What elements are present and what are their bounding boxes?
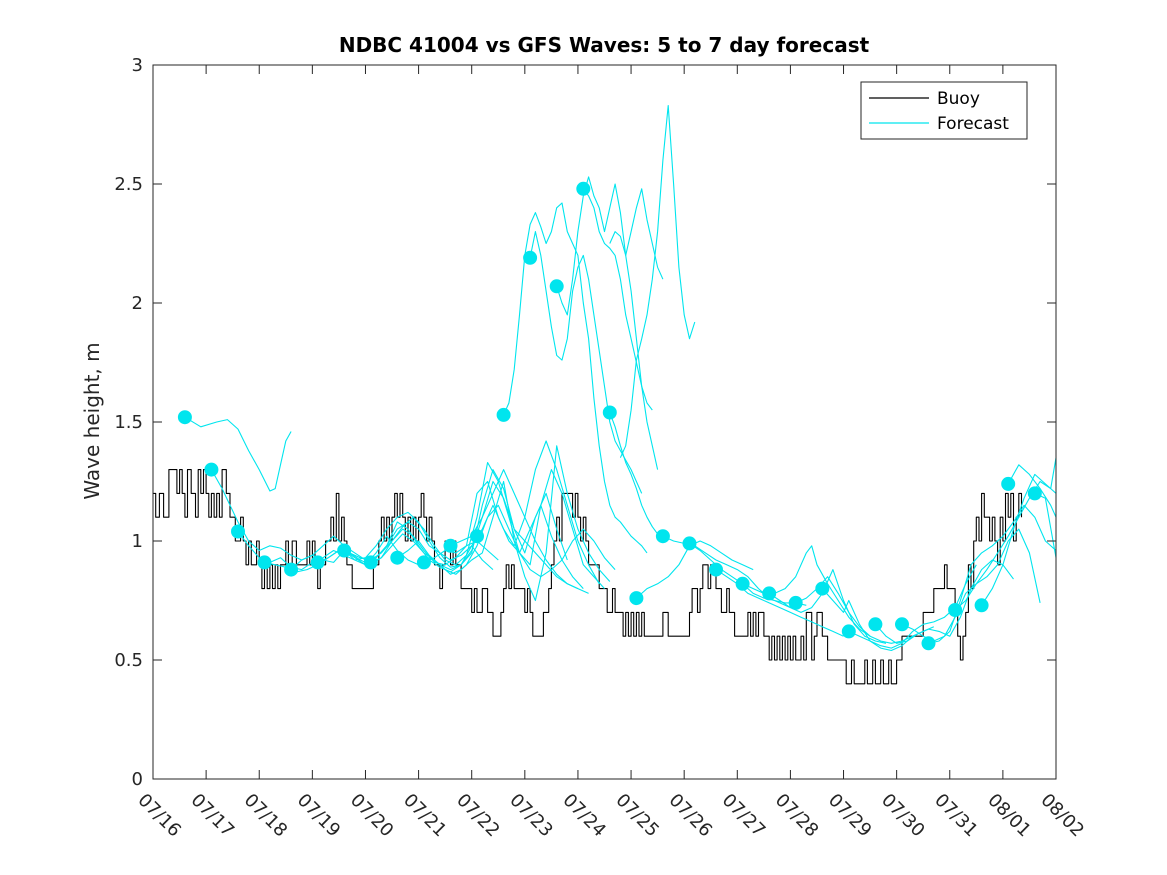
forecast-series-line-29: [928, 504, 1056, 644]
forecast-series-line-31: [981, 473, 1056, 606]
y-axis-label: Wave height, m: [80, 342, 104, 499]
forecast-start-marker-29: [948, 603, 963, 617]
forecast-start-marker-13: [523, 250, 538, 265]
forecast-start-marker-3: [257, 555, 272, 570]
forecast-start-marker-24: [815, 581, 830, 596]
legend-label-forecast: Forecast: [937, 114, 1009, 134]
forecast-start-marker-11: [470, 529, 484, 544]
chart-title: NDBC 41004 vs GFS Waves: 5 to 7 day fore…: [339, 33, 870, 57]
legend-box: [860, 81, 1028, 140]
forecast-start-marker-5: [310, 555, 325, 570]
y-tick-label-4: 2: [132, 293, 143, 314]
forecast-start-marker-21: [735, 576, 750, 591]
forecast-start-marker-12: [496, 407, 511, 422]
y-tick-label-1: 0.5: [114, 650, 143, 671]
forecast-start-marker-7: [363, 555, 378, 570]
legend-label-buoy: Buoy: [937, 89, 980, 109]
forecast-start-marker-32: [1027, 486, 1042, 501]
forecast-start-marker-10: [443, 538, 458, 553]
forecast-start-marker-6: [337, 543, 352, 558]
y-tick-label-2: 1: [132, 531, 143, 552]
forecast-series-line-17: [619, 104, 696, 458]
forecast-start-marker-16: [602, 405, 617, 420]
forecast-series-line-34: [423, 540, 499, 563]
forecast-series-line-13: [556, 176, 659, 470]
forecast-series-line-15: [609, 412, 664, 537]
forecast-series-line-8: [370, 480, 584, 589]
forecast-series-line-14: [582, 188, 653, 411]
forecast-start-marker-15: [576, 181, 591, 196]
forecast-start-marker-28: [921, 636, 936, 651]
forecast-series-line-27: [874, 559, 1014, 644]
y-tick-label-5: 2.5: [114, 174, 143, 195]
forecast-start-marker-23: [788, 595, 803, 610]
forecast-start-marker-17: [629, 591, 644, 606]
forecast-series-line-30: [954, 457, 1056, 611]
forecast-start-marker-0: [177, 410, 192, 425]
forecast-start-marker-2: [231, 524, 245, 539]
forecast-start-marker-9: [416, 555, 431, 570]
forecast-start-marker-27: [895, 617, 909, 632]
forecast-start-marker-18: [655, 529, 670, 544]
forecast-start-marker-30: [974, 598, 989, 613]
forecast-series-line-28: [901, 528, 1041, 642]
y-tick-label-0: 0: [132, 769, 143, 790]
forecast-series-line-23: [768, 569, 887, 644]
forecast-series-line-25: [821, 588, 935, 652]
plot-area: [153, 104, 1056, 685]
forecast-start-marker-25: [841, 624, 856, 639]
forecast-series-line-1: [184, 416, 292, 492]
legend: Buoy Forecast: [860, 81, 1028, 140]
forecast-series-line-7: [343, 480, 568, 573]
forecast-series-line-20: [689, 542, 807, 606]
forecast-start-marker-4: [284, 562, 299, 577]
forecast-start-marker-26: [868, 617, 883, 632]
forecast-start-marker-1: [204, 462, 219, 477]
y-tick-label-3: 1.5: [114, 412, 143, 433]
forecast-start-marker-20: [709, 562, 723, 577]
forecast-start-marker-31: [1001, 476, 1016, 491]
forecast-start-marker-22: [762, 586, 777, 601]
forecast-series-line-32: [1007, 464, 1056, 518]
forecast-start-marker-19: [682, 536, 697, 551]
forecast-start-marker-8: [390, 550, 405, 565]
forecast-series-line-11: [503, 202, 648, 554]
forecast-series-line-2: [210, 469, 494, 571]
forecast-series-line-9: [396, 440, 600, 585]
y-tick-label-6: 3: [132, 55, 143, 76]
forecast-start-marker-14: [549, 279, 564, 294]
forecast-series-line-16: [609, 188, 664, 280]
